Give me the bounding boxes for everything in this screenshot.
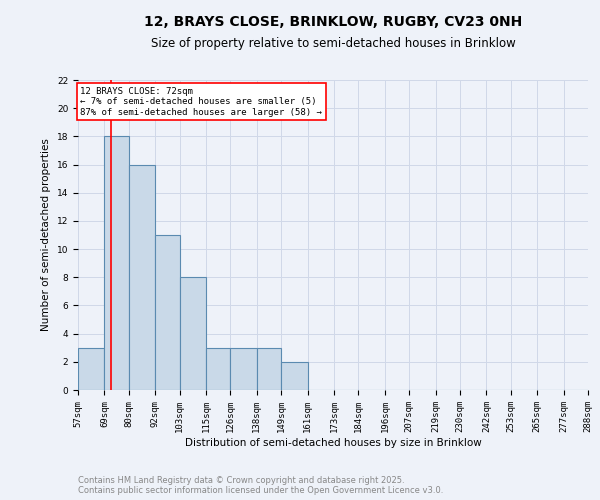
Bar [104, 136, 129, 390]
Bar [206, 348, 230, 390]
X-axis label: Distribution of semi-detached houses by size in Brinklow: Distribution of semi-detached houses by … [185, 438, 481, 448]
Bar [129, 164, 155, 390]
Bar [230, 348, 257, 390]
Text: Size of property relative to semi-detached houses in Brinklow: Size of property relative to semi-detach… [151, 38, 515, 51]
Bar [78, 348, 104, 390]
Text: 12 BRAYS CLOSE: 72sqm
← 7% of semi-detached houses are smaller (5)
87% of semi-d: 12 BRAYS CLOSE: 72sqm ← 7% of semi-detac… [80, 87, 322, 117]
Text: Contains HM Land Registry data © Crown copyright and database right 2025.
Contai: Contains HM Land Registry data © Crown c… [78, 476, 443, 495]
Bar [155, 235, 179, 390]
Y-axis label: Number of semi-detached properties: Number of semi-detached properties [41, 138, 51, 332]
Text: 12, BRAYS CLOSE, BRINKLOW, RUGBY, CV23 0NH: 12, BRAYS CLOSE, BRINKLOW, RUGBY, CV23 0… [144, 15, 522, 29]
Bar [281, 362, 308, 390]
Bar [257, 348, 281, 390]
Bar [179, 278, 206, 390]
